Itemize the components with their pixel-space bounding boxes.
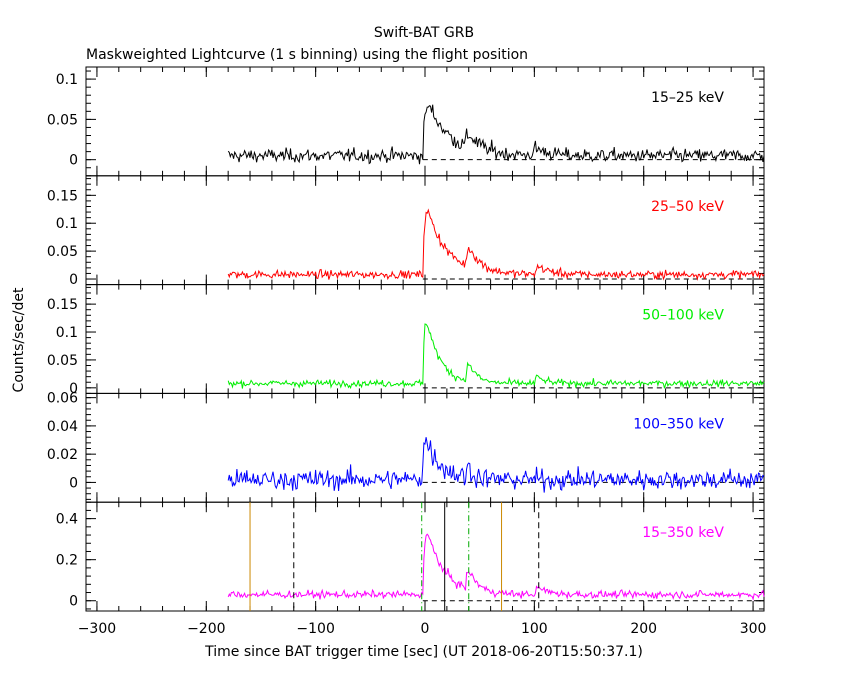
y-axis-label: Counts/sec/det: [11, 287, 27, 392]
y-tick-label: 0.1: [56, 72, 78, 88]
x-axis-label: Time since BAT trigger time [sec] (UT 20…: [204, 644, 643, 660]
x-tick-label: −200: [187, 621, 225, 637]
panel-frame: [85, 501, 765, 612]
x-tick-label: 100: [521, 621, 548, 637]
y-tick-label: 0.2: [56, 553, 78, 569]
y-tick-label: 0.05: [47, 353, 78, 369]
band-label: 15–350 keV: [642, 525, 724, 541]
x-tick-label: −300: [78, 621, 116, 637]
band-label: 15–25 keV: [651, 90, 724, 106]
y-tick-label: 0.15: [47, 297, 78, 313]
figure-title: Swift-BAT GRB: [374, 25, 474, 41]
panel-frame: [85, 284, 765, 394]
band-label: 25–50 keV: [651, 199, 724, 215]
y-tick-label: 0.05: [47, 244, 78, 260]
lightcurve-series: [227, 208, 765, 281]
y-tick-label: 0.02: [47, 447, 78, 463]
y-tick-label: 0.04: [47, 419, 78, 435]
panel-frame: [85, 392, 765, 503]
lightcurve-series: [227, 437, 765, 493]
figure-subtitle: Maskweighted Lightcurve (1 s binning) us…: [86, 47, 528, 63]
lightcurve-series: [227, 104, 765, 165]
y-tick-label: 0.15: [47, 188, 78, 204]
y-tick-label: 0.1: [56, 216, 78, 232]
y-tick-label: 0: [69, 153, 78, 169]
y-tick-label: 0: [69, 272, 78, 288]
x-tick-label: 0: [421, 621, 430, 637]
y-tick-label: 0.05: [47, 112, 78, 128]
panel-frame: [85, 175, 765, 286]
band-label: 50–100 keV: [642, 308, 724, 324]
y-tick-label: 0.4: [56, 512, 78, 528]
y-tick-label: 0: [69, 594, 78, 610]
y-tick-label: 0: [69, 475, 78, 491]
x-tick-label: 300: [740, 621, 767, 637]
y-tick-label: 0: [69, 381, 78, 397]
lightcurve-series: [227, 533, 765, 601]
y-tick-label: 0.1: [56, 325, 78, 341]
x-tick-label: 200: [630, 621, 657, 637]
x-tick-label: −100: [296, 621, 334, 637]
lightcurve-series: [227, 323, 765, 390]
y-tick-label: 0.06: [47, 391, 78, 407]
band-label: 100–350 keV: [633, 416, 724, 432]
